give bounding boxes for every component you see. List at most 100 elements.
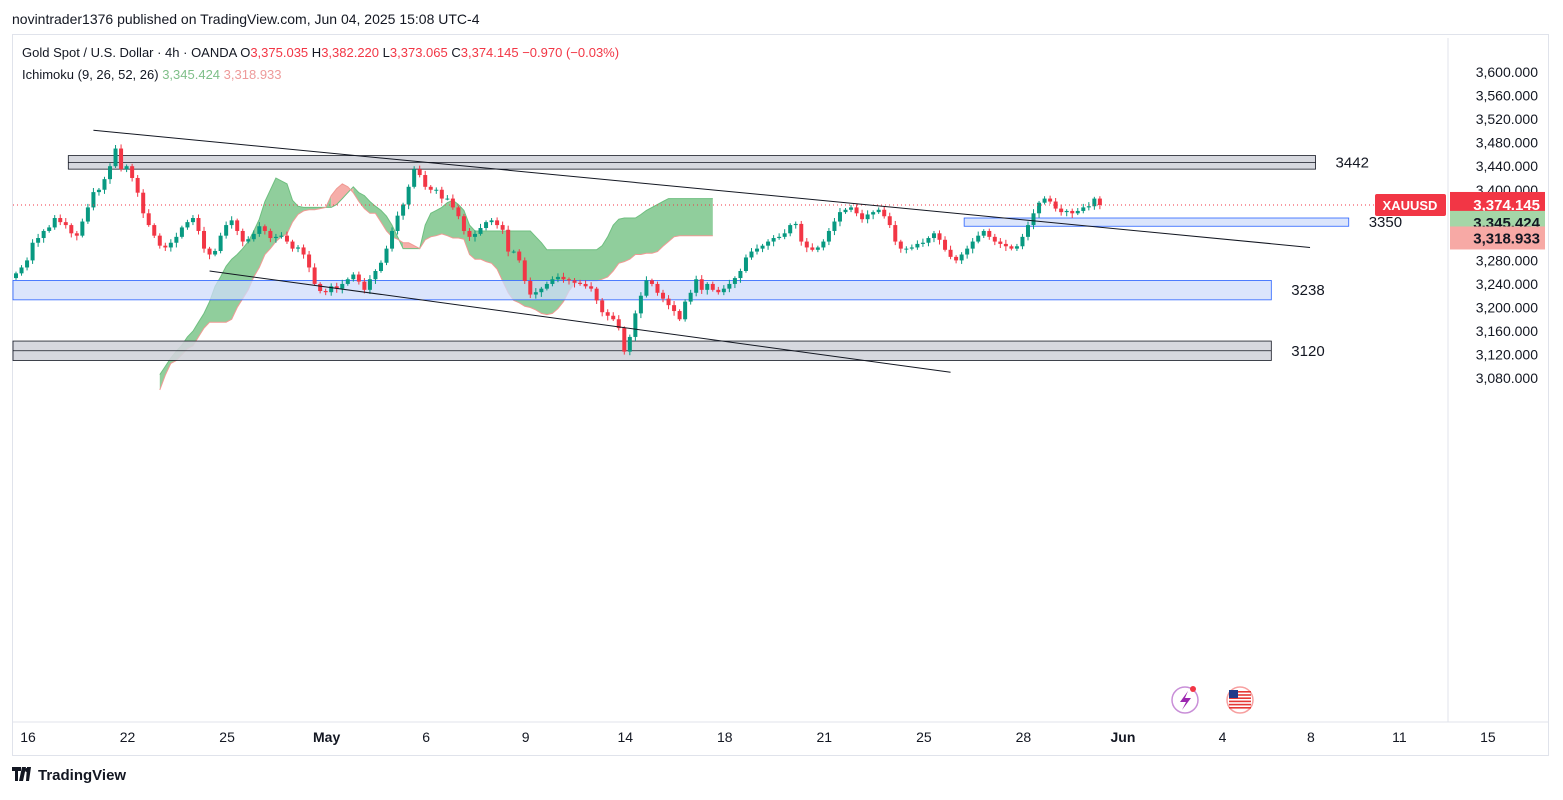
candle-body: [666, 298, 671, 306]
y-tick-label: 3,480.000: [1476, 135, 1538, 151]
candle-body: [826, 230, 831, 242]
tradingview-logo[interactable]: TradingView: [12, 767, 126, 784]
candle-body: [41, 230, 46, 239]
candles: [14, 144, 1102, 356]
candle-body: [882, 209, 887, 217]
candle-body: [1009, 246, 1014, 249]
candle-body: [572, 280, 577, 283]
symbol-legend[interactable]: Gold Spot / U.S. Dollar · 4h · OANDA O3,…: [22, 45, 619, 60]
candle-body: [633, 313, 638, 337]
candle-body: [146, 213, 151, 226]
candle-body: [351, 274, 356, 280]
candle-body: [771, 238, 776, 242]
x-tick-label: May: [313, 729, 340, 745]
candle-body: [533, 292, 538, 295]
x-tick-label: 21: [817, 729, 833, 745]
candle-body: [401, 204, 406, 216]
candle-body: [329, 286, 334, 293]
candle-body: [766, 241, 771, 246]
candle-body: [804, 241, 809, 248]
candle-body: [229, 220, 234, 226]
candle-body: [550, 279, 555, 284]
candle-body: [683, 301, 688, 320]
y-tick-label: 3,200.000: [1476, 300, 1538, 316]
candle-body: [981, 230, 986, 236]
candle-body: [931, 233, 936, 239]
x-tick-label: 6: [422, 729, 430, 745]
candle-body: [279, 235, 284, 237]
candle-body: [500, 225, 505, 230]
x-tick-label: 25: [916, 729, 932, 745]
zone-label-3238: 3238: [1291, 282, 1324, 299]
candle-body: [495, 220, 500, 226]
chart-icons: [1171, 686, 1254, 714]
candle-body: [108, 166, 113, 180]
x-tick-label: 22: [120, 729, 136, 745]
candle-body: [821, 241, 826, 248]
candle-body: [810, 247, 815, 250]
y-tick-label: 3,120.000: [1476, 347, 1538, 363]
y-tick-label: 3,560.000: [1476, 88, 1538, 104]
candle-body: [1003, 243, 1008, 247]
axes: 3,600.000 3,560.000 3,520.000 3,480.000 3,44…: [13, 38, 1548, 745]
candle-body: [85, 207, 90, 222]
candle-body: [273, 236, 278, 239]
zone-label-3120: 3120: [1291, 343, 1324, 360]
candle-body: [909, 247, 914, 249]
candle-body: [80, 221, 85, 236]
candle-body: [694, 279, 699, 293]
candle-body: [373, 270, 378, 280]
candle-body: [69, 225, 74, 234]
candle-body: [915, 243, 920, 248]
low-label: L: [382, 45, 390, 60]
candle-body: [649, 280, 654, 284]
candle-body: [74, 233, 79, 236]
indicator-name: Ichimoku (9, 26, 52, 26): [22, 67, 159, 82]
candle-body: [323, 291, 328, 293]
low-value: 3,373.065: [389, 45, 448, 60]
candle-body: [163, 245, 168, 248]
candle-body: [854, 207, 859, 214]
candle-body: [600, 300, 605, 313]
candle-body: [345, 279, 350, 284]
candle-body: [124, 166, 129, 170]
x-tick-label: 14: [617, 729, 633, 745]
candle-body: [290, 241, 295, 249]
y-tick-label: 3,280.000: [1476, 252, 1538, 268]
candle-body: [871, 212, 876, 215]
candle-body: [920, 242, 925, 244]
y-tick-label: 3,080.000: [1476, 370, 1538, 386]
candle-body: [987, 230, 992, 237]
candle-body: [760, 245, 765, 249]
candle-body: [334, 286, 339, 289]
candle-body: [970, 241, 975, 249]
candle-body: [296, 247, 301, 249]
candle-body: [47, 227, 52, 231]
candle-body: [688, 292, 693, 302]
candle-body: [119, 148, 124, 170]
candle-body: [627, 336, 632, 352]
candle-body: [179, 227, 184, 237]
tradingview-mark-icon: [12, 767, 34, 784]
zone-label-3442: 3442: [1336, 154, 1369, 171]
candle-body: [395, 215, 400, 231]
flag-stripe: [1229, 707, 1251, 709]
indicator-legend[interactable]: Ichimoku (9, 26, 52, 26) 3,345.424 3,318…: [22, 67, 282, 82]
x-tick-label: 15: [1480, 729, 1496, 745]
candle-body: [378, 262, 383, 271]
x-tick-label: 16: [20, 729, 36, 745]
x-tick-label: 28: [1016, 729, 1032, 745]
candle-body: [832, 221, 837, 231]
candle-body: [307, 254, 312, 268]
candle-body: [1070, 210, 1075, 214]
candle-body: [36, 238, 41, 243]
candle-body: [367, 279, 372, 290]
candle-body: [130, 166, 135, 178]
cloud-bearish-segment: [403, 242, 420, 249]
candle-body: [152, 225, 157, 236]
candle-body: [528, 281, 533, 295]
candle-body: [555, 276, 560, 280]
candle-body: [661, 292, 666, 299]
candle-body: [190, 218, 195, 223]
